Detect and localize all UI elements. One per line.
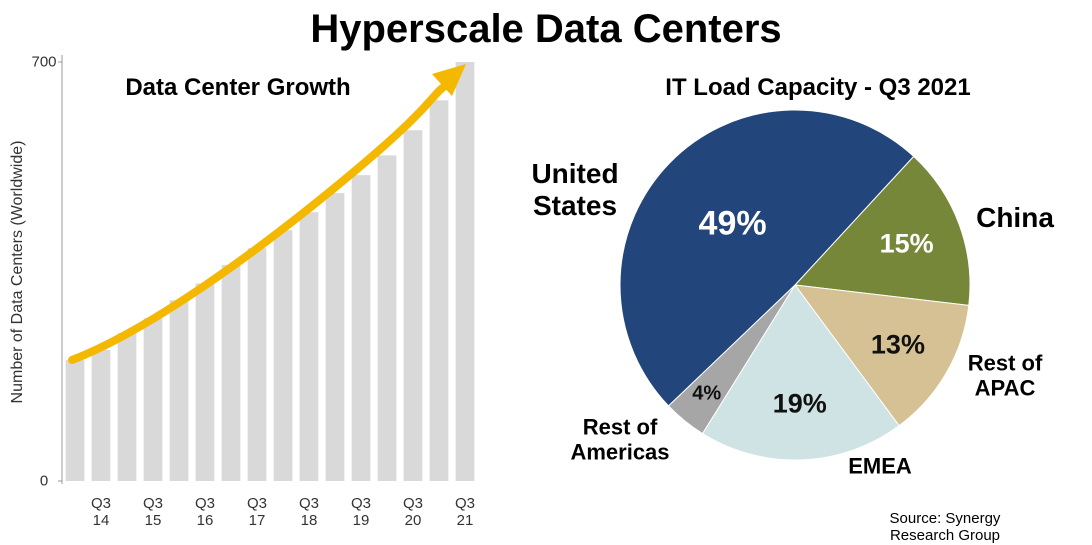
bar — [221, 264, 241, 481]
x-tick-label: Q3 16 — [194, 494, 216, 529]
pie-value-label: 15% — [879, 228, 934, 259]
bar — [299, 212, 319, 481]
source: Source: Synergy Research Group — [889, 509, 1001, 544]
x-tick-label: Q3 20 — [402, 494, 424, 529]
pie-category-label: EMEA — [848, 453, 912, 479]
bar — [143, 318, 163, 481]
x-tick-label: Q3 15 — [142, 494, 164, 529]
bar — [455, 62, 475, 481]
bar — [403, 130, 423, 482]
bar — [65, 360, 85, 481]
bar — [117, 333, 137, 481]
bar — [377, 155, 397, 481]
y-axis-label: Number of Data Centers (Worldwide) — [8, 140, 26, 404]
bar — [325, 193, 345, 481]
growth-arrow — [68, 80, 452, 364]
pie-value-label: 4% — [692, 382, 722, 405]
pie-value-label: 49% — [698, 204, 767, 243]
pie-slice — [619, 109, 915, 407]
x-tick-label: Q3 14 — [90, 494, 112, 529]
pie-category-label: China — [976, 201, 1054, 233]
pie-chart-title: IT Load Capacity - Q3 2021 — [665, 74, 971, 102]
bar — [351, 175, 371, 481]
growth-arrow-head — [432, 64, 466, 96]
pie-slice — [793, 284, 970, 427]
y-tick-label: 0 — [39, 472, 49, 490]
bar — [429, 100, 449, 482]
bar — [195, 283, 215, 481]
pie-slice — [701, 284, 900, 461]
y-tick-label: 700 — [31, 53, 57, 71]
x-tick-label: Q3 17 — [246, 494, 268, 529]
pie-category-label: United States — [531, 157, 619, 221]
bar — [273, 230, 293, 481]
pie-slice — [793, 155, 971, 306]
x-tick-label: Q3 19 — [350, 494, 372, 529]
x-tick-label: Q3 18 — [298, 494, 320, 529]
bar-chart-title: Data Center Growth — [125, 74, 351, 102]
bar — [169, 300, 189, 481]
pie-value-label: 19% — [772, 388, 827, 419]
bar — [91, 349, 111, 481]
pie-category-label: Rest of Americas — [570, 414, 670, 465]
bar — [247, 248, 267, 481]
pie-value-label: 13% — [870, 329, 925, 360]
x-tick-label: Q3 21 — [454, 494, 476, 529]
pie-category-label: Rest of APAC — [967, 350, 1043, 401]
page-title: Hyperscale Data Centers — [310, 7, 782, 51]
